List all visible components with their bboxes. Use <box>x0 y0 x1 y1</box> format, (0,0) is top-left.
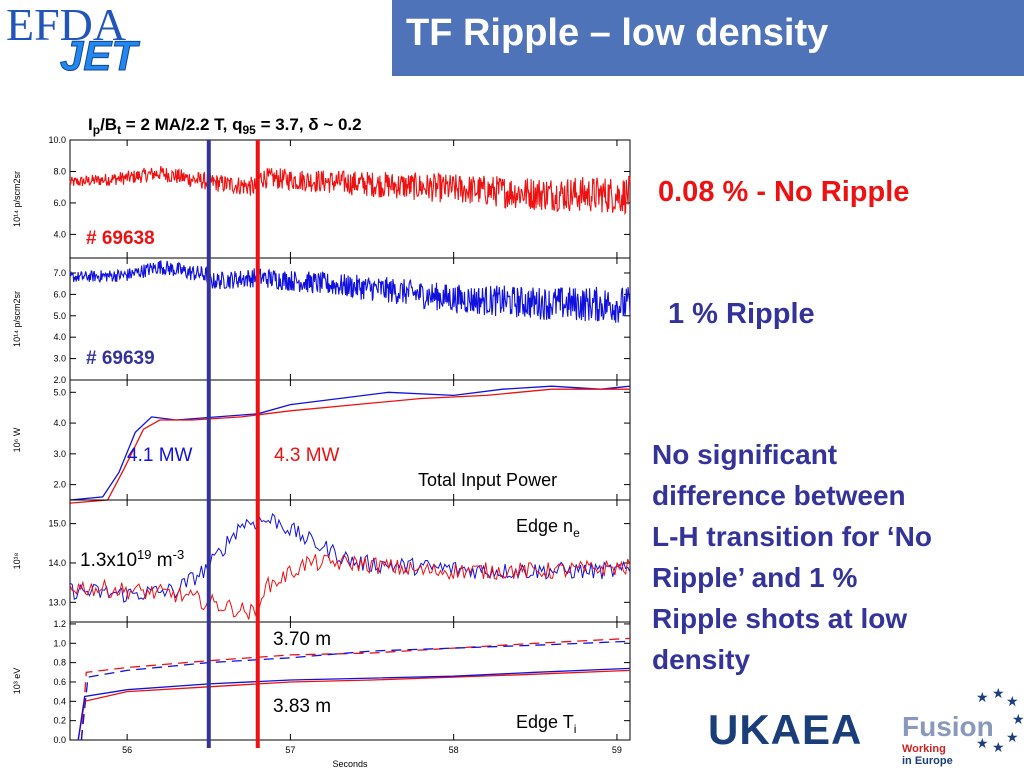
y-tick-label: 7.0 <box>53 268 66 278</box>
y-tick-label: 3.0 <box>53 354 66 364</box>
page-title: TF Ripple – low density <box>406 12 829 54</box>
y-tick-label: 1.0 <box>53 638 66 648</box>
y-axis-label: 10¹⁸ <box>12 552 22 569</box>
series-line-blue <box>69 260 631 323</box>
conclusion-line: density <box>652 644 751 675</box>
chart: Ip/Bt = 2 MA/2.2 T, q95 = 3.7, δ ~ 0.2 4.… <box>12 115 631 768</box>
svg-text:★: ★ <box>1012 712 1024 728</box>
y-axis-label: 10¹⁴ p/scm2sr <box>12 171 22 227</box>
y-tick-label: 3.0 <box>53 449 66 459</box>
conclusion-text: No significant difference between L-H tr… <box>652 434 932 680</box>
x-tick-label: 59 <box>612 745 622 755</box>
density-label: 1.3x1019 m-3 <box>80 547 184 571</box>
conclusion-line: difference between <box>652 480 906 511</box>
y-tick-label: 0.8 <box>53 658 66 668</box>
conclusion-line: Ripple shots at low <box>652 603 908 634</box>
ripple-label: 1 % Ripple <box>668 298 815 330</box>
y-tick-label: 0.4 <box>53 696 66 706</box>
jet-logo-text: JET <box>60 32 140 74</box>
series-line-red <box>69 165 631 216</box>
y-axis-label: 10⁶ W <box>12 427 22 452</box>
svg-text:★: ★ <box>1006 694 1019 710</box>
series-line-blue-dashed <box>80 640 631 741</box>
conclusion-line: L-H transition for ‘No <box>652 521 932 552</box>
x-tick-label: 57 <box>285 745 295 755</box>
radius-label-370: 3.70 m <box>273 629 331 650</box>
power-label-blue: 4.1 MW <box>127 445 193 466</box>
y-tick-label: 6.0 <box>53 289 66 299</box>
series-line-blue <box>77 667 631 741</box>
series-line-red <box>77 669 631 741</box>
y-tick-label: 13.0 <box>48 597 66 607</box>
svg-text:★: ★ <box>976 736 989 752</box>
y-axis-label: 10³ eV <box>12 668 22 695</box>
svg-text:★: ★ <box>992 686 1005 702</box>
efda-logo-text: EFDA <box>6 2 126 50</box>
y-axis-label: 10¹⁴ p/scm2sr <box>12 291 22 347</box>
eu-stars-icon: ★ ★ ★ ★★★ ★ <box>976 686 1024 756</box>
radius-label-383: 3.83 m <box>273 696 331 717</box>
power-label-red: 4.3 MW <box>274 445 340 466</box>
series-line-red-dashed <box>80 637 631 741</box>
x-tick-label: 56 <box>122 745 132 755</box>
no-ripple-label: 0.08 % - No Ripple <box>658 176 910 208</box>
fusion-sub2: in Europe <box>902 755 953 767</box>
y-tick-label: 10.0 <box>48 135 66 145</box>
ukaea-logo: UKAEA <box>708 706 863 753</box>
fusion-logo-text: Fusion <box>902 711 994 742</box>
fusion-sub1: Working <box>902 743 946 755</box>
y-tick-label: 2.0 <box>53 375 66 385</box>
chart-title: Ip/Bt = 2 MA/2.2 T, q95 = 3.7, δ ~ 0.2 <box>88 115 362 137</box>
y-tick-label: 4.0 <box>53 418 66 428</box>
series-line-red <box>69 554 631 620</box>
y-tick-label: 0.0 <box>53 735 66 745</box>
total-input-power-label: Total Input Power <box>418 470 557 490</box>
edge-ti-label: Edge Ti <box>516 712 576 736</box>
y-tick-label: 15.0 <box>48 519 66 529</box>
svg-text:★: ★ <box>1006 730 1019 746</box>
fusion-logo: Fusion Working in Europe ★ ★ ★ ★★★ ★ <box>902 686 1024 767</box>
y-tick-label: 8.0 <box>53 166 66 176</box>
y-tick-label: 5.0 <box>53 387 66 397</box>
y-tick-label: 5.0 <box>53 311 66 321</box>
y-tick-label: 4.0 <box>53 229 66 239</box>
panel-frame <box>69 621 631 741</box>
shot-label-69639: # 69639 <box>86 348 155 369</box>
y-tick-label: 0.2 <box>53 716 66 726</box>
conclusion-line: No significant <box>652 439 838 470</box>
shot-label-69638: # 69638 <box>86 228 155 249</box>
svg-text:★: ★ <box>976 690 989 706</box>
y-tick-label: 4.0 <box>53 332 66 342</box>
y-tick-label: 14.0 <box>48 558 66 568</box>
series-line-blue <box>69 385 631 501</box>
series-line-red <box>69 388 630 504</box>
y-tick-label: 0.6 <box>53 677 66 687</box>
svg-text:★: ★ <box>992 740 1005 756</box>
efda-jet-logo: EFDA JET <box>6 2 141 74</box>
x-axis-label: Seconds <box>332 759 368 768</box>
y-tick-label: 2.0 <box>53 480 66 490</box>
y-tick-label: 6.0 <box>53 198 66 208</box>
title-bar: TF Ripple – low density <box>392 0 1024 76</box>
x-tick-label: 58 <box>449 745 459 755</box>
y-tick-label: 1.2 <box>53 619 66 629</box>
edge-ne-label: Edge ne <box>516 516 580 540</box>
conclusion-line: Ripple’ and 1 % <box>652 562 858 593</box>
